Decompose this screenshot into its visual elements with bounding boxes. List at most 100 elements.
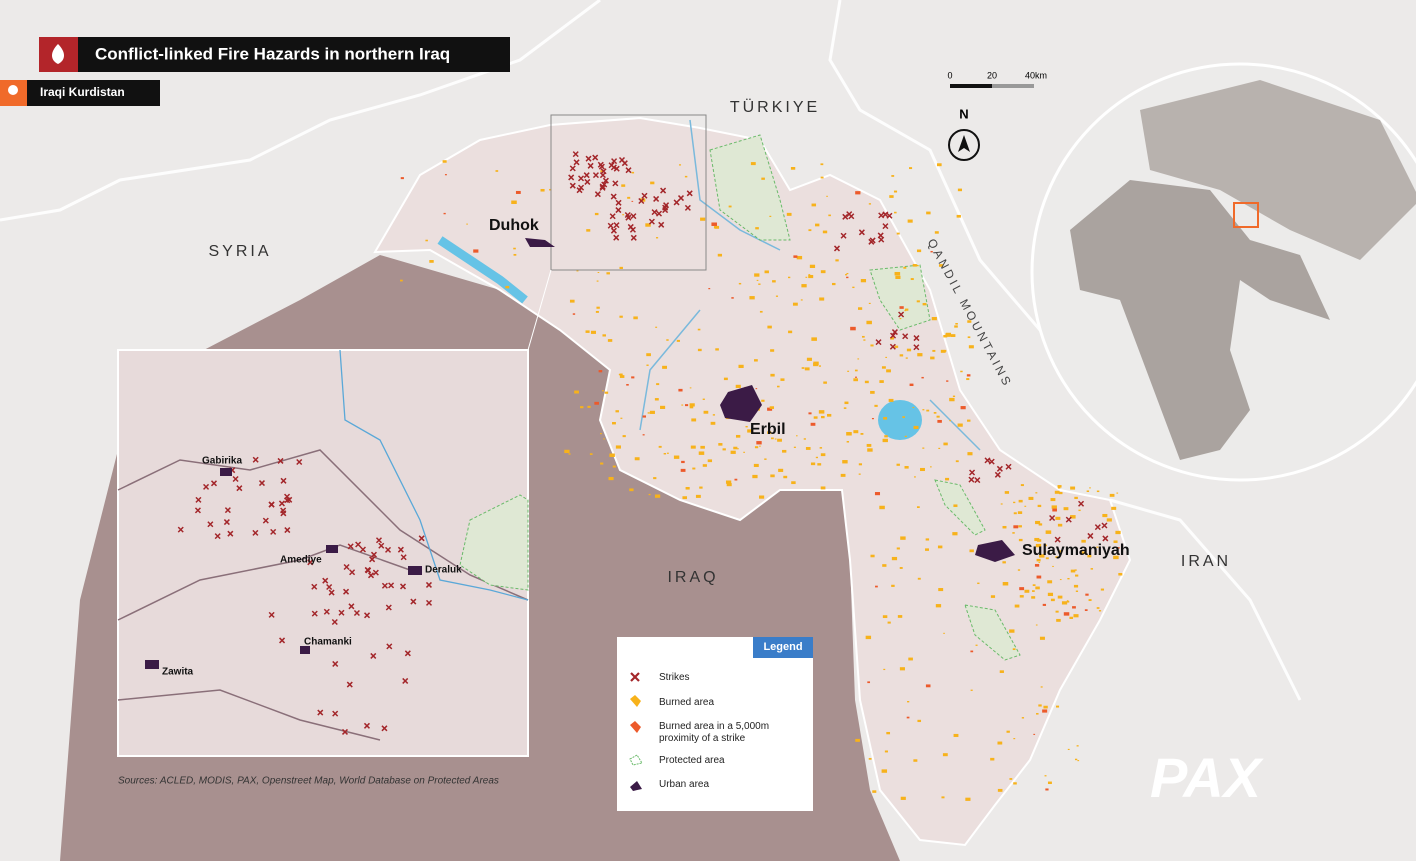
burned-area — [952, 532, 958, 536]
strike — [969, 469, 976, 476]
burned-area — [743, 451, 745, 453]
strike — [573, 159, 580, 166]
inset-strike — [317, 709, 324, 716]
burned-area — [864, 380, 869, 384]
continent — [1070, 180, 1330, 460]
burned-area — [866, 443, 872, 447]
strike — [1005, 463, 1012, 470]
strike — [569, 165, 576, 172]
burned-area — [767, 431, 772, 434]
inset-roads — [117, 449, 529, 741]
burned-area — [684, 175, 688, 178]
burned-area — [1019, 587, 1025, 591]
inset-strike — [262, 517, 269, 524]
burned-area — [870, 344, 874, 347]
strike — [686, 190, 693, 197]
burned-area — [942, 753, 948, 757]
strike — [613, 165, 620, 172]
burned-area — [819, 297, 825, 301]
burned-area — [680, 468, 686, 472]
inset-strike — [332, 660, 339, 667]
burned-area — [738, 282, 742, 285]
urban-area — [720, 385, 762, 422]
strike — [594, 191, 601, 198]
burned-area — [777, 385, 780, 388]
burned-area — [666, 339, 669, 341]
strike — [613, 234, 620, 241]
burned-area — [734, 478, 738, 481]
burned-area — [612, 422, 616, 425]
burned-area — [622, 435, 626, 438]
burned-area — [1006, 730, 1010, 733]
burned-area — [1035, 543, 1042, 548]
burned-area — [896, 232, 900, 235]
burned-area — [735, 384, 741, 388]
strike — [840, 232, 847, 239]
burned-area — [990, 595, 996, 598]
burned-area — [931, 317, 937, 321]
burned-area — [756, 441, 762, 445]
burned-area — [1067, 748, 1070, 751]
urban-area — [525, 238, 555, 247]
burned-area — [1058, 491, 1063, 495]
burned-area — [917, 577, 921, 580]
burned-area — [1045, 530, 1052, 534]
burned-area — [1018, 525, 1022, 528]
burned-area — [747, 429, 753, 433]
burned-area — [735, 434, 741, 438]
locator — [1233, 202, 1259, 228]
burned-area — [758, 283, 761, 285]
burned-area — [1014, 604, 1020, 608]
burned-area — [737, 448, 739, 450]
burned-area — [886, 369, 891, 373]
burned-area — [689, 387, 692, 389]
burned-area — [648, 493, 651, 496]
burned-area — [1066, 600, 1070, 603]
burned-area — [1047, 781, 1052, 785]
burned-area — [649, 410, 655, 414]
burned-area — [1024, 589, 1030, 593]
burned-area — [1074, 758, 1078, 761]
burned-area — [881, 366, 886, 369]
strike — [592, 172, 599, 179]
burned-area — [871, 417, 874, 420]
burned-area — [702, 464, 707, 467]
strike — [858, 229, 865, 236]
continent — [1140, 80, 1416, 260]
inset-strike — [399, 583, 407, 590]
burned-area — [1109, 493, 1115, 497]
burned-area — [896, 547, 900, 550]
burned-area — [515, 190, 521, 194]
inset-strike — [347, 543, 354, 550]
burned-area — [429, 260, 434, 263]
burned-area — [846, 432, 852, 436]
burned-area — [868, 757, 872, 760]
burned-area — [443, 212, 446, 215]
burned-area — [1057, 487, 1061, 489]
burned-area — [400, 177, 404, 180]
pin-icon — [8, 85, 18, 95]
burned-area — [1050, 598, 1055, 602]
strike — [592, 154, 599, 161]
burned-area — [967, 336, 971, 339]
burned-area — [603, 438, 605, 440]
burned-area — [466, 223, 468, 225]
burned-area — [977, 582, 980, 585]
burned-area — [926, 211, 931, 215]
burned-area — [891, 556, 898, 561]
burned-area — [723, 377, 728, 381]
protected-area — [934, 479, 986, 536]
burned-area — [708, 288, 711, 290]
burned-area — [940, 349, 946, 353]
strike — [898, 311, 905, 318]
burned-area — [1004, 491, 1010, 494]
protected-area — [964, 604, 1021, 661]
inset-strike — [214, 533, 221, 540]
inset-strike — [353, 609, 360, 617]
strike — [1101, 522, 1108, 529]
burned-area — [870, 390, 875, 394]
scale-label: 20 — [987, 70, 997, 80]
inset-strike — [378, 542, 385, 549]
burned-area — [676, 339, 680, 342]
burned-area — [1035, 492, 1038, 494]
